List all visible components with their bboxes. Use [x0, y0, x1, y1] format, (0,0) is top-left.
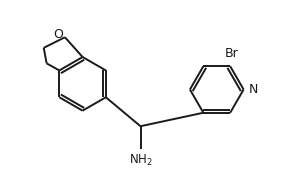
- Text: NH$_2$: NH$_2$: [129, 153, 152, 168]
- Text: O: O: [53, 28, 63, 41]
- Text: Br: Br: [225, 47, 239, 60]
- Text: N: N: [249, 83, 258, 96]
